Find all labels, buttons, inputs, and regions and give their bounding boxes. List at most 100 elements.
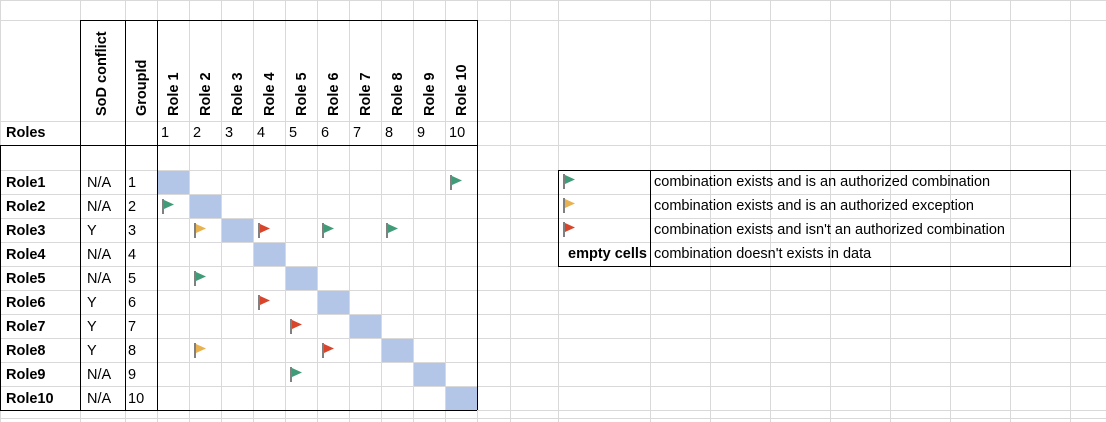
column-header: Role 7 xyxy=(358,72,374,116)
column-number: 4 xyxy=(257,125,265,141)
column-header: Role 1 xyxy=(166,72,182,116)
diagonal-cell xyxy=(318,291,349,314)
flag-cloth xyxy=(260,224,270,233)
flag-cloth xyxy=(196,224,206,233)
role-name: Role7 xyxy=(6,319,46,335)
flag xyxy=(258,223,270,238)
role-name: Role4 xyxy=(6,247,46,263)
column-header: GroupId xyxy=(134,60,150,116)
column-header: Role 5 xyxy=(294,72,310,116)
flag xyxy=(386,223,398,238)
legend-flag xyxy=(563,174,575,189)
flag-cloth xyxy=(565,223,575,232)
sod-conflict: N/A xyxy=(87,367,112,383)
sod-conflict: Y xyxy=(87,319,97,335)
column-number: 1 xyxy=(161,125,169,141)
column-number: 3 xyxy=(225,125,233,141)
column-header: Role 6 xyxy=(326,72,342,116)
sod-conflict: N/A xyxy=(87,391,112,407)
column-number: 10 xyxy=(449,125,465,141)
row-header: Roles xyxy=(6,125,46,141)
flag-cloth xyxy=(324,344,334,353)
flag xyxy=(322,223,334,238)
flag xyxy=(450,175,462,190)
role-name: Role2 xyxy=(6,199,46,215)
flag xyxy=(162,199,174,214)
role-name: Role8 xyxy=(6,343,46,359)
flag-cloth xyxy=(324,224,334,233)
flag-cloth xyxy=(388,224,398,233)
group-id: 4 xyxy=(128,247,136,263)
flag-cloth xyxy=(196,344,206,353)
flag-cloth xyxy=(565,175,575,184)
column-header: Role 3 xyxy=(230,72,246,116)
flag xyxy=(290,367,302,382)
column-number: 6 xyxy=(321,125,329,141)
diagonal-cell xyxy=(190,195,221,218)
legend-text: combination doesn't exists in data xyxy=(654,246,872,262)
sod-conflict: Y xyxy=(87,223,97,239)
diagonal-cell xyxy=(222,219,253,242)
sod-conflict: Y xyxy=(87,343,97,359)
column-number: 8 xyxy=(385,125,393,141)
diagonal-cell xyxy=(286,267,317,290)
legend-text: combination exists and isn't an authoriz… xyxy=(654,222,1005,238)
sod-conflict: N/A xyxy=(87,199,112,215)
legend-flag xyxy=(563,198,575,213)
group-id: 9 xyxy=(128,367,136,383)
role-name: Role10 xyxy=(6,391,54,407)
sod-conflict: N/A xyxy=(87,175,112,191)
role-name: Role5 xyxy=(6,271,46,287)
group-id: 6 xyxy=(128,295,136,311)
diagonal-cell xyxy=(414,363,445,386)
flag xyxy=(258,295,270,310)
column-number: 7 xyxy=(353,125,361,141)
flag xyxy=(194,223,206,238)
flag-cloth xyxy=(164,200,174,209)
role-name: Role3 xyxy=(6,223,46,239)
flag-cloth xyxy=(292,368,302,377)
diagonal-cell xyxy=(382,339,413,362)
diagonal-cell xyxy=(350,315,381,338)
column-header: Role 9 xyxy=(422,72,438,116)
diagonal-cell xyxy=(254,243,285,266)
group-id: 7 xyxy=(128,319,136,335)
flag xyxy=(194,343,206,358)
flag xyxy=(290,319,302,334)
flag-cloth xyxy=(196,272,206,281)
column-header: Role 8 xyxy=(390,72,406,116)
role-name: Role1 xyxy=(6,175,46,191)
legend-flag xyxy=(563,222,575,237)
group-id: 1 xyxy=(128,175,136,191)
legend-border xyxy=(558,170,1071,267)
role-name: Role9 xyxy=(6,367,46,383)
column-number: 2 xyxy=(193,125,201,141)
sod-conflict: N/A xyxy=(87,247,112,263)
flag-cloth xyxy=(292,320,302,329)
legend-label: empty cells xyxy=(568,246,647,262)
group-id: 2 xyxy=(128,199,136,215)
flag xyxy=(322,343,334,358)
group-id: 8 xyxy=(128,343,136,359)
diagonal-cell xyxy=(446,387,477,410)
legend-text: combination exists and is an authorized … xyxy=(654,174,990,190)
column-header: SoD conflict xyxy=(94,31,110,116)
column-header: Role 4 xyxy=(262,72,278,116)
sod-conflict: Y xyxy=(87,295,97,311)
sod-conflict: N/A xyxy=(87,271,112,287)
column-number: 9 xyxy=(417,125,425,141)
flag-cloth xyxy=(452,176,462,185)
group-id: 5 xyxy=(128,271,136,287)
diagonal-cell xyxy=(158,171,189,194)
group-id: 3 xyxy=(128,223,136,239)
flag-cloth xyxy=(565,199,575,208)
column-header: Role 2 xyxy=(198,72,214,116)
group-id: 10 xyxy=(128,391,144,407)
column-header: Role 10 xyxy=(454,64,470,116)
flag-cloth xyxy=(260,296,270,305)
role-name: Role6 xyxy=(6,295,46,311)
column-number: 5 xyxy=(289,125,297,141)
flag xyxy=(194,271,206,286)
